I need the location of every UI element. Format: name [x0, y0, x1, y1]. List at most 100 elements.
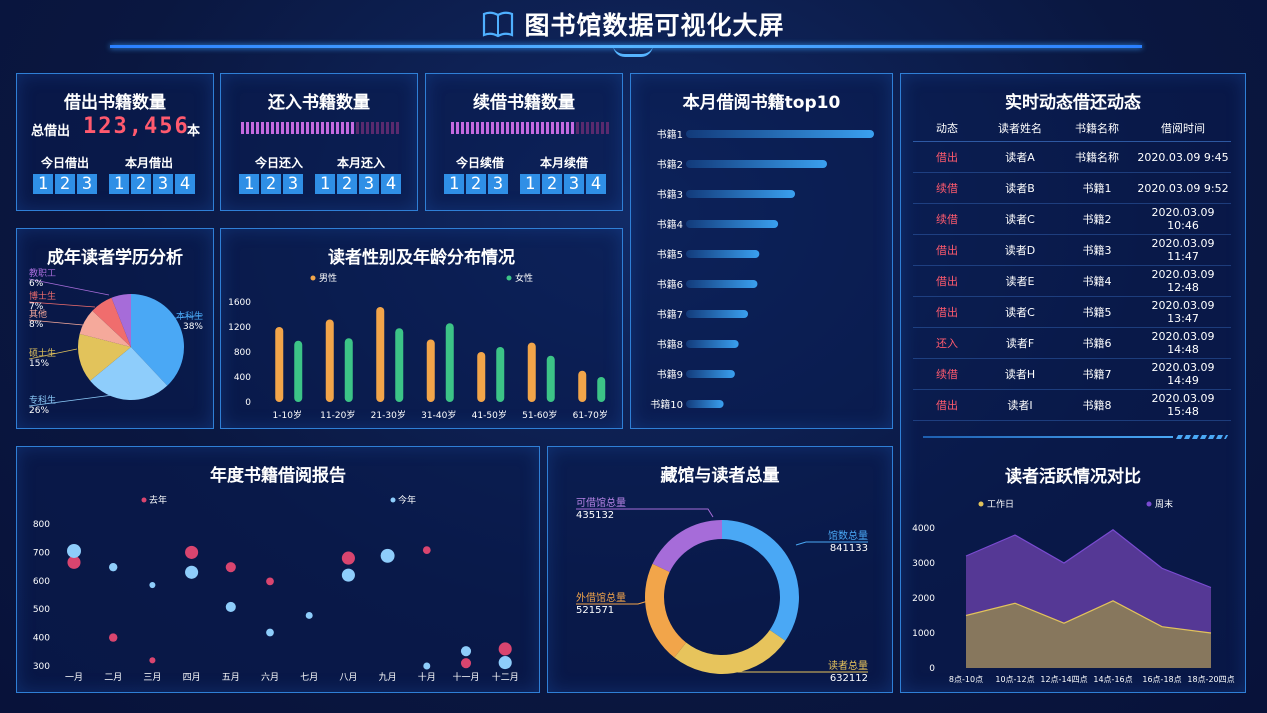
progress-segment: [241, 122, 244, 134]
y-tick: 400: [234, 373, 251, 383]
header-notch: [613, 45, 653, 57]
column-header: 书籍名称: [1075, 121, 1119, 135]
table-cell: 书籍1: [1082, 182, 1112, 195]
progress-segment: [356, 122, 359, 134]
progress-segment: [371, 122, 374, 134]
pie-value: 8%: [29, 320, 44, 330]
progress-segment: [496, 122, 499, 134]
digit: 1: [239, 174, 259, 194]
x-tick: 61-70岁: [573, 409, 608, 421]
bar: [686, 370, 735, 378]
borrow-title: 借出书籍数量: [64, 93, 166, 113]
table-cell: 读者I: [1007, 399, 1033, 412]
progress-segment: [551, 122, 554, 134]
total-borrow-label: 总借出: [31, 124, 71, 139]
pie-slice: [79, 310, 131, 347]
label-external: 外借馆总量 521571: [576, 591, 649, 616]
today-borrow-label: 今日借出: [41, 156, 90, 170]
bar: [294, 340, 303, 402]
progress-segment: [391, 122, 394, 134]
scatter-point: [498, 642, 512, 656]
bar: [275, 327, 284, 402]
progress-segment: [586, 122, 589, 134]
digit: 2: [55, 174, 75, 194]
progress-segment: [561, 122, 564, 134]
table-cell: 读者F: [1005, 337, 1035, 350]
progress-segment: [261, 122, 264, 134]
action-cell: 借出: [936, 151, 958, 164]
digit: 3: [77, 174, 97, 194]
bar: [546, 355, 555, 402]
digit: 4: [586, 174, 606, 194]
progress-segment: [321, 122, 324, 134]
progress-segment: [366, 122, 369, 134]
bar: [686, 400, 724, 408]
legend-label: 男性: [319, 272, 337, 284]
return-progress-bar: [241, 122, 399, 134]
progress-segment: [491, 122, 494, 134]
progress-segment: [266, 122, 269, 134]
scatter-point: [423, 662, 431, 670]
x-tick: 十二月: [492, 671, 519, 683]
table-row: 还入 读者F 书籍6 2020.03.09 14:48: [913, 328, 1231, 359]
scatter-point: [185, 545, 199, 559]
table-header: 动态 读者姓名 书籍名称 借阅时间: [913, 114, 1231, 142]
collection-panel: 藏馆与读者总量 可借馆总量 435132 馆数总量 841133 外借馆总量 5…: [547, 446, 893, 693]
progress-segment: [576, 122, 579, 134]
scatter-point: [67, 555, 81, 569]
scatter-point: [67, 543, 81, 558]
table-cell: 书籍名称: [1075, 151, 1119, 164]
bar: [477, 352, 486, 402]
progress-segment: [546, 122, 549, 134]
label-available-name: 可借馆总量: [576, 496, 626, 509]
legend-label: 工作日: [987, 498, 1014, 510]
month-borrow-label: 本月借出: [125, 156, 174, 170]
progress-segment: [456, 122, 459, 134]
bar: [395, 328, 404, 402]
table-cell: 2020.03.09 14:48: [1151, 330, 1215, 356]
progress-segment: [376, 122, 379, 134]
digit: 3: [564, 174, 584, 194]
progress-segment: [331, 122, 334, 134]
digit: 2: [466, 174, 486, 194]
progress-segment: [591, 122, 594, 134]
scatter-point: [149, 582, 156, 589]
x-tick: 二月: [104, 672, 122, 683]
action-cell: 续借: [936, 213, 958, 226]
label-total-value: 841133: [830, 543, 868, 554]
header: 图书馆数据可视化大屏: [0, 0, 1267, 62]
education-panel: 成年读者学历分析 本科生 38% 专科生 26% 硕士生 15% 其他 8% 博士生 7% 教职工 6…: [16, 228, 214, 429]
label-total-name: 馆数总量: [828, 529, 868, 542]
pie-value: 15%: [29, 359, 49, 369]
book-icon: [482, 10, 514, 44]
progress-segment: [486, 122, 489, 134]
y-tick: 1600: [228, 298, 251, 308]
bar-label: 书籍4: [657, 218, 683, 231]
x-tick: 十一月: [452, 671, 479, 683]
action-cell: 借出: [936, 275, 958, 288]
table-cell: 2020.03.09 14:49: [1151, 361, 1215, 387]
leader-line: [28, 319, 84, 326]
bar: [325, 319, 334, 402]
page-title: 图书馆数据可视化大屏: [0, 6, 1267, 44]
action-cell: 借出: [936, 244, 958, 257]
renew-panel: 续借书籍数量 今日续借 本月续借 1 2 3 1 2 3 4: [425, 73, 623, 211]
pie-label: 博士生: [29, 290, 56, 302]
today-renew-digits: 1 2 3: [444, 174, 508, 194]
realtime-panel: 实时动态借还动态 动态 读者姓名 书籍名称 借阅时间 借出 读者A 书籍名称 2020…: [900, 73, 1246, 693]
divider-dashes: [1175, 435, 1229, 439]
table-row: 借出 读者D 书籍3 2020.03.09 11:47: [913, 235, 1231, 266]
page-title-text: 图书馆数据可视化大屏: [524, 11, 785, 40]
legend-label: 周末: [1155, 498, 1173, 510]
collection-title: 藏馆与读者总量: [660, 466, 780, 486]
bar: [686, 310, 749, 318]
progress-segment: [516, 122, 519, 134]
y-tick: 0: [245, 398, 251, 408]
realtime-table: 动态 读者姓名 书籍名称 借阅时间 借出 读者A 书籍名称 2020.03.09 9:…: [913, 114, 1231, 421]
bar: [527, 342, 536, 402]
table-cell: 读者C: [1005, 213, 1035, 226]
label-external-name: 外借馆总量: [576, 591, 626, 604]
progress-segment: [596, 122, 599, 134]
x-tick: 12点-14四点: [1040, 675, 1087, 684]
